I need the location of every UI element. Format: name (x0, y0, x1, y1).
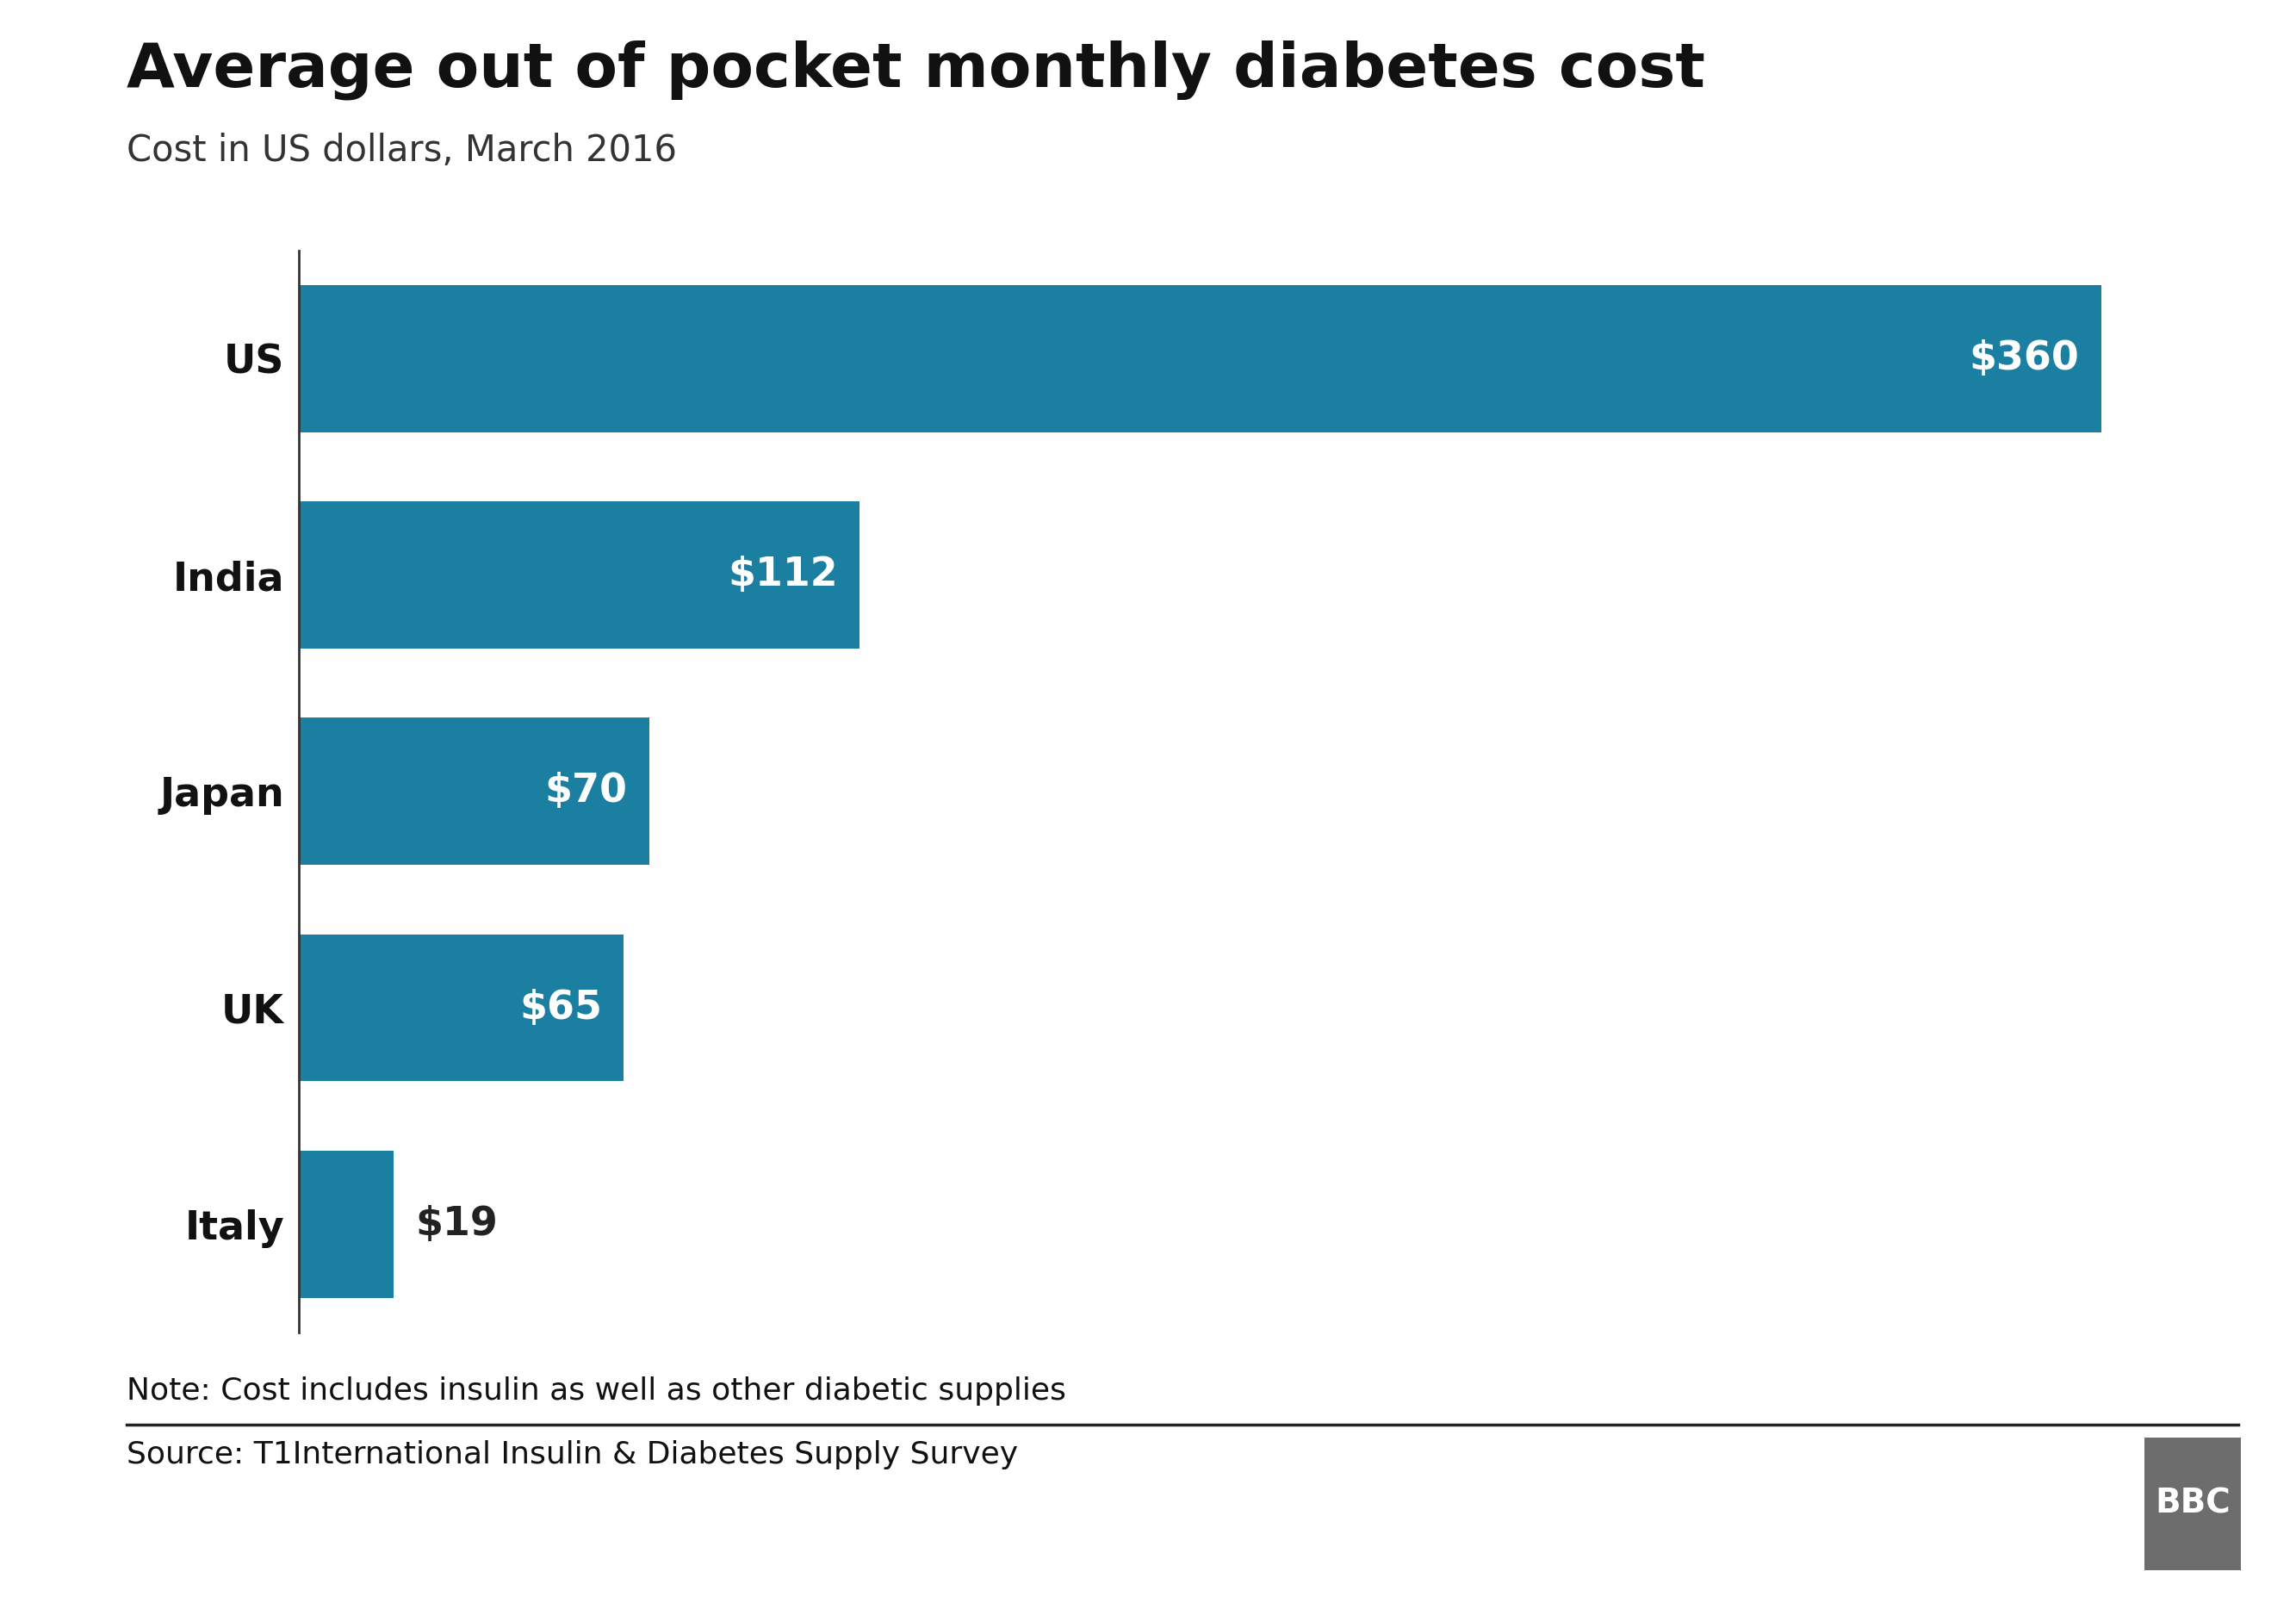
Text: $112: $112 (728, 556, 838, 594)
Bar (298, 1150, 393, 1298)
Text: Cost in US dollars, March 2016: Cost in US dollars, March 2016 (126, 132, 677, 168)
Text: Average out of pocket monthly diabetes cost: Average out of pocket monthly diabetes c… (126, 40, 1704, 100)
Text: $70: $70 (544, 772, 627, 811)
Bar (298, 717, 650, 866)
Text: Source: T1International Insulin & Diabetes Supply Survey: Source: T1International Insulin & Diabet… (126, 1441, 1017, 1470)
Text: BBC: BBC (2156, 1487, 2229, 1520)
Text: $19: $19 (416, 1205, 498, 1244)
Text: $360: $360 (1970, 339, 2080, 378)
Bar (298, 933, 625, 1082)
Bar (298, 284, 2101, 433)
Text: Note: Cost includes insulin as well as other diabetic supplies: Note: Cost includes insulin as well as o… (126, 1376, 1065, 1405)
Bar (298, 501, 859, 649)
Text: $65: $65 (519, 988, 602, 1027)
